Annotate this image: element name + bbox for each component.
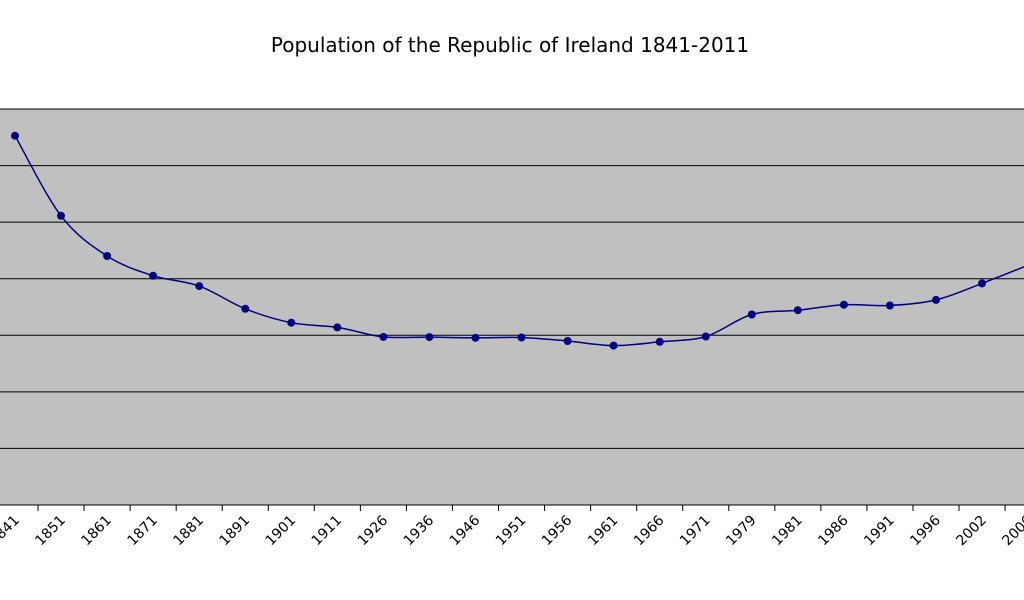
data-point [609, 341, 618, 350]
data-point [747, 310, 756, 319]
x-tick-label: 1911 [309, 513, 346, 550]
data-point [379, 332, 388, 341]
data-point [57, 211, 65, 220]
data-point [885, 301, 894, 310]
x-tick-label: 1891 [217, 513, 254, 550]
x-tick-label: 1951 [493, 513, 530, 550]
data-point [333, 323, 342, 332]
data-point [839, 300, 848, 309]
data-point [103, 252, 112, 260]
x-tick-label: 1926 [355, 512, 392, 549]
x-tick-label: 1971 [677, 513, 714, 550]
x-tick-label: 1996 [907, 512, 944, 549]
data-point [11, 131, 19, 140]
data-point [287, 318, 296, 327]
data-point [241, 304, 250, 313]
x-tick-label: 1841 [0, 513, 23, 550]
x-tick-label: 1881 [171, 513, 208, 550]
data-point [563, 337, 572, 345]
x-axis [0, 504, 1024, 511]
x-tick-label: 1901 [263, 513, 300, 550]
chart-title: Population of the Republic of Ireland 18… [271, 33, 749, 57]
data-point [149, 271, 158, 280]
x-tick-label: 1871 [124, 513, 161, 550]
x-tick-label: 2006 [999, 512, 1024, 549]
x-tick-label: 1956 [539, 512, 576, 549]
x-tick-label: 1991 [861, 513, 898, 550]
data-point [195, 282, 204, 291]
x-tick-label: 1986 [815, 512, 852, 549]
x-tick-label: 1966 [631, 512, 668, 549]
x-tick-label: 1861 [78, 513, 115, 550]
data-point [517, 333, 526, 342]
x-tick-label: 1936 [401, 512, 438, 549]
data-point [425, 333, 434, 342]
x-tick-label: 1979 [723, 513, 760, 550]
x-tick-label: 1946 [447, 512, 484, 549]
x-tick-label: 1961 [585, 513, 622, 550]
data-point [932, 295, 940, 304]
x-tick-label: 2002 [953, 513, 990, 550]
data-point [701, 332, 710, 341]
data-points [11, 131, 986, 350]
x-tick-label: 1851 [32, 513, 69, 550]
data-point [793, 306, 802, 315]
plot-area [0, 109, 1024, 505]
gridlines [0, 108, 1024, 449]
data-point [471, 333, 480, 342]
x-tick-labels: 1841 1851 1861 1871 1881 1891 1901 1911 1926 1936… [0, 512, 1024, 549]
data-point [978, 279, 986, 288]
x-tick-label: 1981 [769, 513, 806, 550]
data-point [655, 337, 664, 346]
